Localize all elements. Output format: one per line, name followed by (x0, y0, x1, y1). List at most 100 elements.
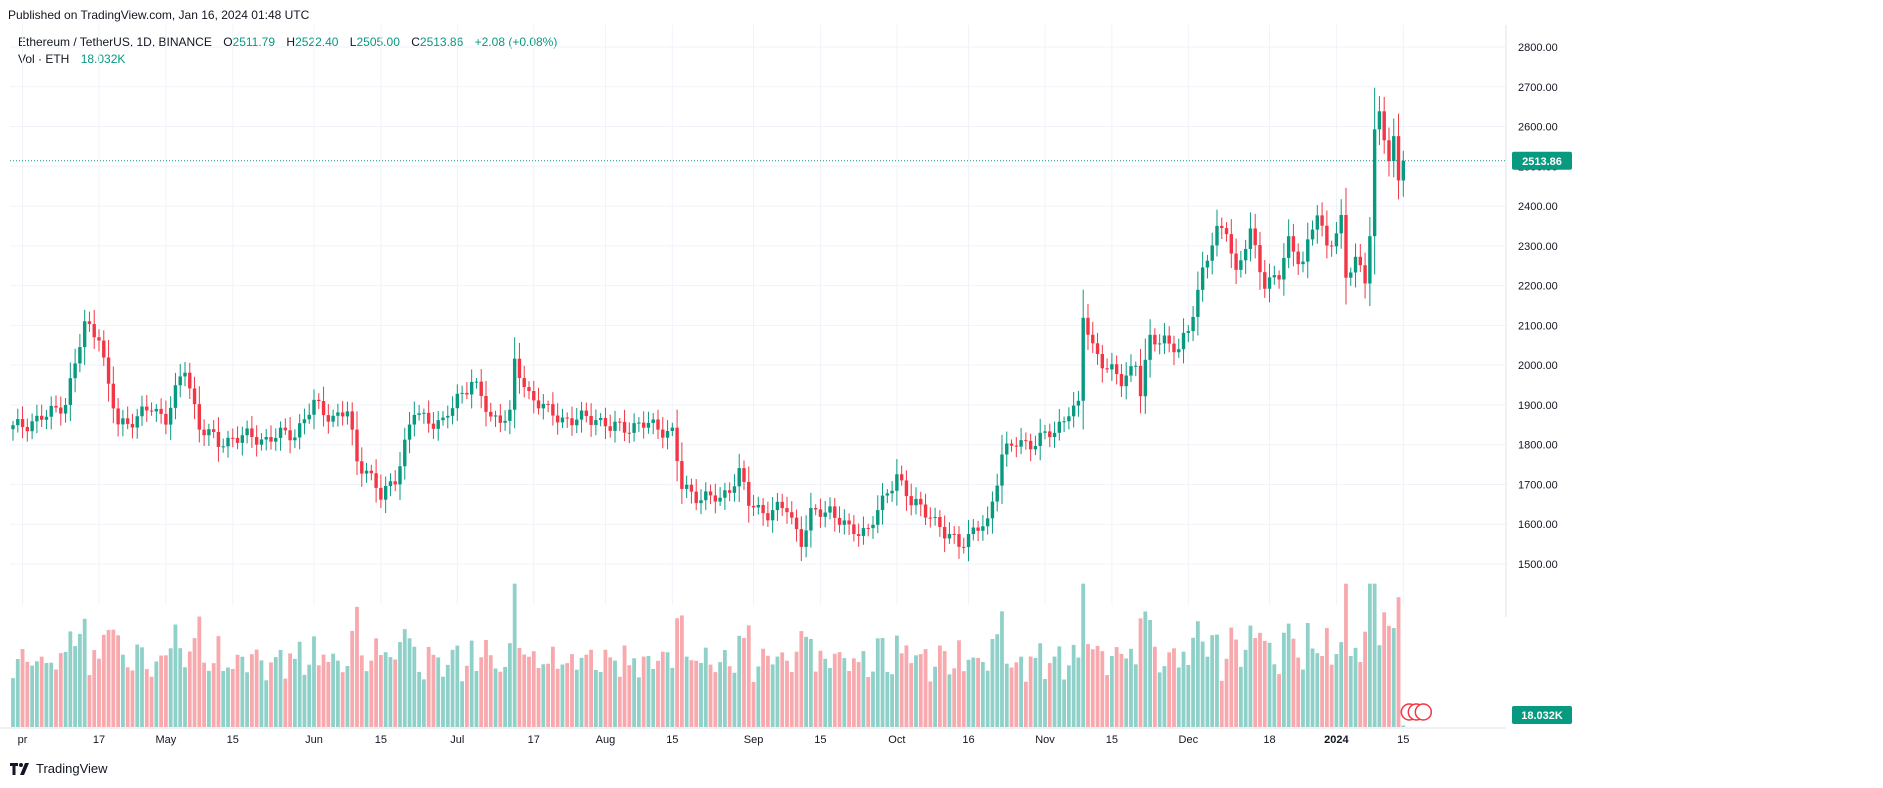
candle-body (125, 418, 130, 424)
volume-bar (460, 681, 465, 727)
candle-body (871, 524, 875, 529)
candle-body (188, 372, 192, 389)
volume-bar (799, 631, 804, 727)
volume-bar (737, 635, 742, 727)
volume-bar (890, 674, 894, 727)
candle-body (1052, 432, 1057, 438)
candle-body (665, 431, 670, 438)
volume-bar (1176, 667, 1181, 727)
candle-body (694, 491, 698, 504)
candle-body (154, 408, 159, 412)
volume-bar (488, 655, 493, 727)
candle-body (718, 497, 722, 502)
volume-bar (699, 662, 703, 727)
volume-bar (627, 665, 632, 727)
candle-body (1177, 349, 1181, 353)
candle-body (1157, 343, 1162, 345)
candle-body (747, 481, 751, 506)
volume-bar (813, 671, 818, 727)
volume-bar (1019, 656, 1023, 727)
x-tick-label: Jul (450, 734, 464, 746)
volume-bar (283, 678, 288, 727)
volume-bar (116, 635, 121, 727)
candle-body (508, 409, 512, 421)
candle-body (183, 372, 187, 377)
tradingview-brand[interactable]: TradingView (10, 761, 108, 776)
volume-bar (245, 672, 250, 727)
volume-bar (412, 646, 417, 727)
volume-bar (82, 618, 87, 727)
low-value: 2505.00 (356, 35, 400, 49)
candle-body (1325, 225, 1329, 246)
volume-bar (450, 649, 455, 727)
candle-body (388, 481, 393, 487)
volume-bar (823, 658, 828, 727)
published-caption: Published on TradingView.com, Jan 16, 20… (8, 8, 310, 22)
volume-bar (794, 651, 799, 727)
candle-body (149, 410, 154, 412)
candle-body (1368, 236, 1372, 284)
volume-bar (1358, 661, 1363, 727)
candle-body (613, 421, 617, 431)
volume-bar (531, 651, 536, 727)
volume-bar (1224, 658, 1229, 727)
volume-bar (1028, 656, 1033, 727)
candle-body (852, 524, 856, 535)
volume-bar (63, 651, 68, 727)
candle-body (847, 520, 851, 525)
volume-bar (469, 640, 474, 727)
volume-bar (345, 666, 350, 727)
candle-body (532, 391, 536, 401)
volume-bar (441, 676, 445, 727)
symbol-label[interactable]: Ethereum / TetherUS, 1D, BINANCE (18, 35, 212, 49)
candle-body (1033, 446, 1038, 450)
volume-bar (235, 654, 240, 727)
candle-body (130, 423, 135, 428)
volume-bar (254, 649, 259, 727)
candle-body (1315, 215, 1320, 230)
candle-body (981, 526, 985, 531)
volume-bar (1095, 645, 1100, 727)
candle-body (1048, 431, 1052, 438)
close-value: 2513.86 (419, 35, 464, 49)
candle-body (546, 403, 550, 405)
volume-bar (407, 638, 412, 727)
volume-bar (1172, 648, 1176, 727)
candle-body (766, 513, 770, 521)
volume-bar (1033, 658, 1038, 727)
candle-body (622, 421, 627, 433)
volume-bar (694, 660, 699, 727)
candle-body (833, 506, 837, 518)
volume-bar (909, 663, 914, 727)
volume-bar (273, 657, 278, 727)
volume-badge (1512, 706, 1572, 724)
volume-bar (321, 654, 326, 727)
candle-body (1105, 368, 1109, 370)
candle-body (594, 420, 598, 425)
candle-body (20, 419, 25, 428)
candle-body (1306, 239, 1310, 262)
candle-body (178, 376, 182, 386)
candle-body (1296, 251, 1300, 265)
candle-body (30, 421, 34, 432)
candle-body (1153, 334, 1157, 345)
candle-body (866, 528, 870, 530)
volume-label[interactable]: Vol · ETH (18, 52, 70, 66)
volume-bar (1195, 621, 1200, 727)
y-tick-label: 1900.00 (1518, 400, 1558, 412)
candle-body (407, 424, 412, 440)
candle-body (938, 516, 942, 527)
volume-bar (359, 655, 364, 727)
candle-body (1358, 256, 1363, 266)
volume-bar (679, 615, 684, 727)
volume-bar (947, 674, 952, 727)
candle-body (412, 414, 417, 425)
volume-bar (1396, 597, 1401, 727)
volume-bar (584, 654, 589, 727)
y-tick-label: 2200.00 (1518, 281, 1558, 293)
volume-bar (178, 648, 183, 727)
volume-bar (608, 657, 613, 727)
volume-bar (101, 634, 106, 727)
candle-body (278, 427, 283, 438)
